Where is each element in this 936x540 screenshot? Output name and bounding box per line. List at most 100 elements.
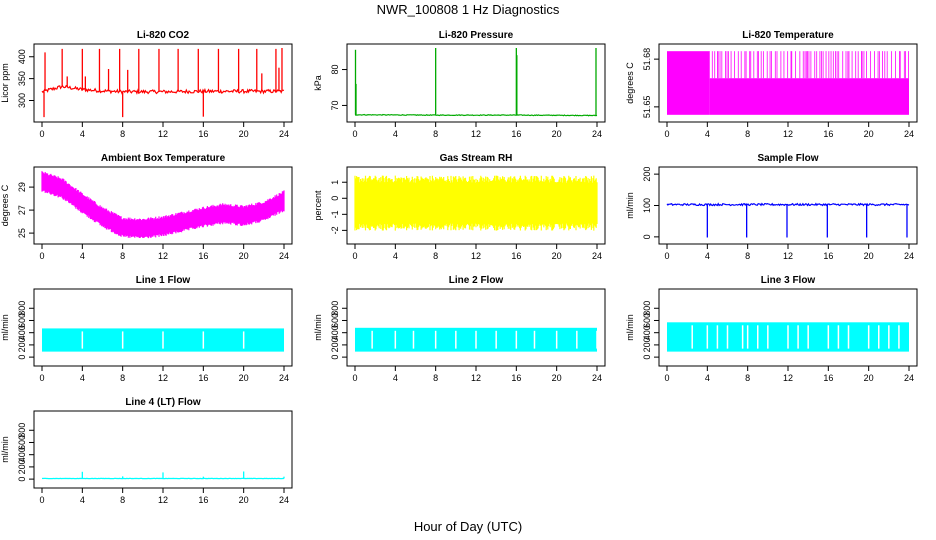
y-tick-label: 600: [17, 435, 27, 450]
y-axis-label: ml/min: [625, 192, 635, 219]
y-tick-label: 1: [330, 180, 340, 185]
x-tick-label: 20: [239, 251, 249, 261]
x-tick-label: 4: [80, 251, 85, 261]
x-tick-label: 24: [592, 129, 602, 139]
y-tick-label: 200: [17, 337, 27, 352]
x-tick-label: 20: [864, 129, 874, 139]
y-axis: 300 350 400: [17, 49, 34, 108]
y-axis-label: degrees C: [0, 184, 10, 226]
x-tick-label: 16: [823, 373, 833, 383]
x-tick-label: 0: [664, 373, 669, 383]
plot-frame: [33, 288, 293, 367]
y-axis: 25 27 29: [17, 182, 34, 238]
x-tick-label: 12: [471, 251, 481, 261]
y-tick-label: 400: [17, 325, 27, 340]
x-tick-label: 24: [592, 251, 602, 261]
band-noise: [41, 171, 285, 239]
panel-title: Line 4 (LT) Flow: [125, 397, 201, 408]
x-tick-label: 20: [552, 373, 562, 383]
x-tick-label: 0: [352, 251, 357, 261]
x-tick-label: 16: [198, 495, 208, 505]
x-axis: 0 4 8 12 16 20 24: [352, 121, 602, 139]
x-axis: 0 4 8 12 16 20 24: [664, 121, 914, 139]
series: [41, 171, 285, 239]
y-tick-label: 70: [330, 100, 340, 110]
x-tick-label: 24: [279, 251, 289, 261]
series: [42, 328, 284, 352]
x-axis: 0 4 8 12 16 20 24: [352, 243, 602, 261]
x-tick-label: 12: [471, 129, 481, 139]
y-tick-label: 0: [642, 355, 652, 360]
band-lower: [709, 78, 909, 115]
figure-xlabel: Hour of Day (UTC): [414, 519, 522, 534]
panel: Line 2 Flow ml/min 0 4 8 12 16 20 24 0 20040060080…: [313, 275, 606, 383]
y-tick-label: 27: [17, 205, 27, 215]
x-tick-label: 16: [198, 129, 208, 139]
x-tick-label: 12: [783, 251, 793, 261]
x-tick-label: 4: [393, 251, 398, 261]
panel: Gas Stream RH percent 0 4 8 12 16 20 24 -2 -1 0 1: [313, 153, 606, 261]
y-tick-label: 0: [642, 234, 652, 239]
y-tick-label: 200: [642, 167, 652, 182]
y-tick-label: 200: [642, 337, 652, 352]
x-tick-label: 12: [158, 373, 168, 383]
panel-title: Sample Flow: [757, 153, 818, 164]
x-tick-label: 4: [705, 373, 710, 383]
x-tick-label: 12: [471, 373, 481, 383]
x-tick-label: 20: [552, 129, 562, 139]
y-tick-label: 800: [642, 301, 652, 316]
x-tick-label: 24: [279, 373, 289, 383]
x-tick-label: 8: [120, 129, 125, 139]
y-tick-label: 350: [17, 71, 27, 86]
series: [41, 48, 285, 118]
plot-frame: [33, 43, 293, 123]
y-axis: -2 -1 0 1: [330, 180, 347, 234]
panel-title: Line 3 Flow: [761, 275, 816, 286]
band-full: [667, 51, 710, 115]
panel: Li-820 CO2 Licor ppm 0 4 8 12 16 20 24 300 350 400: [0, 30, 293, 139]
x-tick-label: 12: [158, 129, 168, 139]
x-tick-label: 16: [511, 373, 521, 383]
x-tick-label: 12: [783, 129, 793, 139]
y-tick-label: 51.68: [642, 48, 652, 71]
series: [667, 51, 909, 115]
x-tick-label: 16: [511, 129, 521, 139]
x-tick-label: 8: [120, 373, 125, 383]
y-tick-label: 800: [17, 423, 27, 438]
plot-frame: [346, 43, 606, 123]
x-tick-label: 12: [783, 373, 793, 383]
panel-title: Line 2 Flow: [449, 275, 504, 286]
series: [355, 327, 598, 352]
x-tick-label: 8: [433, 129, 438, 139]
x-tick-label: 0: [39, 251, 44, 261]
x-tick-label: 16: [198, 251, 208, 261]
y-axis: 0 100 200: [642, 167, 659, 239]
band-noise: [354, 175, 598, 231]
panel: Line 1 Flow ml/min 0 4 8 12 16 20 24 0 20040060080…: [0, 275, 293, 383]
y-tick-label: 100: [642, 198, 652, 213]
x-tick-label: 0: [664, 251, 669, 261]
panel: Sample Flow ml/min 0 4 8 12 16 20 24 0 100 200: [625, 153, 918, 261]
x-tick-label: 8: [120, 251, 125, 261]
x-tick-label: 8: [433, 373, 438, 383]
x-tick-label: 24: [904, 373, 914, 383]
y-tick-label: 200: [17, 459, 27, 474]
series: [354, 48, 598, 117]
x-tick-label: 0: [39, 495, 44, 505]
panel: Li-820 Temperature degrees C 0 4 8 12 16 20 24 51…: [625, 30, 918, 139]
y-axis-label: kPa: [313, 75, 323, 91]
x-tick-label: 0: [352, 129, 357, 139]
y-tick-label: 51.65: [642, 96, 652, 119]
panel-title: Gas Stream RH: [440, 153, 513, 164]
y-tick-label: 0: [330, 355, 340, 360]
y-axis-label: ml/min: [313, 314, 323, 341]
x-tick-label: 4: [393, 373, 398, 383]
x-tick-label: 0: [664, 129, 669, 139]
x-tick-label: 16: [823, 251, 833, 261]
x-axis: 0 4 8 12 16 20 24: [664, 365, 914, 383]
x-tick-label: 8: [745, 129, 750, 139]
y-tick-label: 600: [330, 313, 340, 328]
